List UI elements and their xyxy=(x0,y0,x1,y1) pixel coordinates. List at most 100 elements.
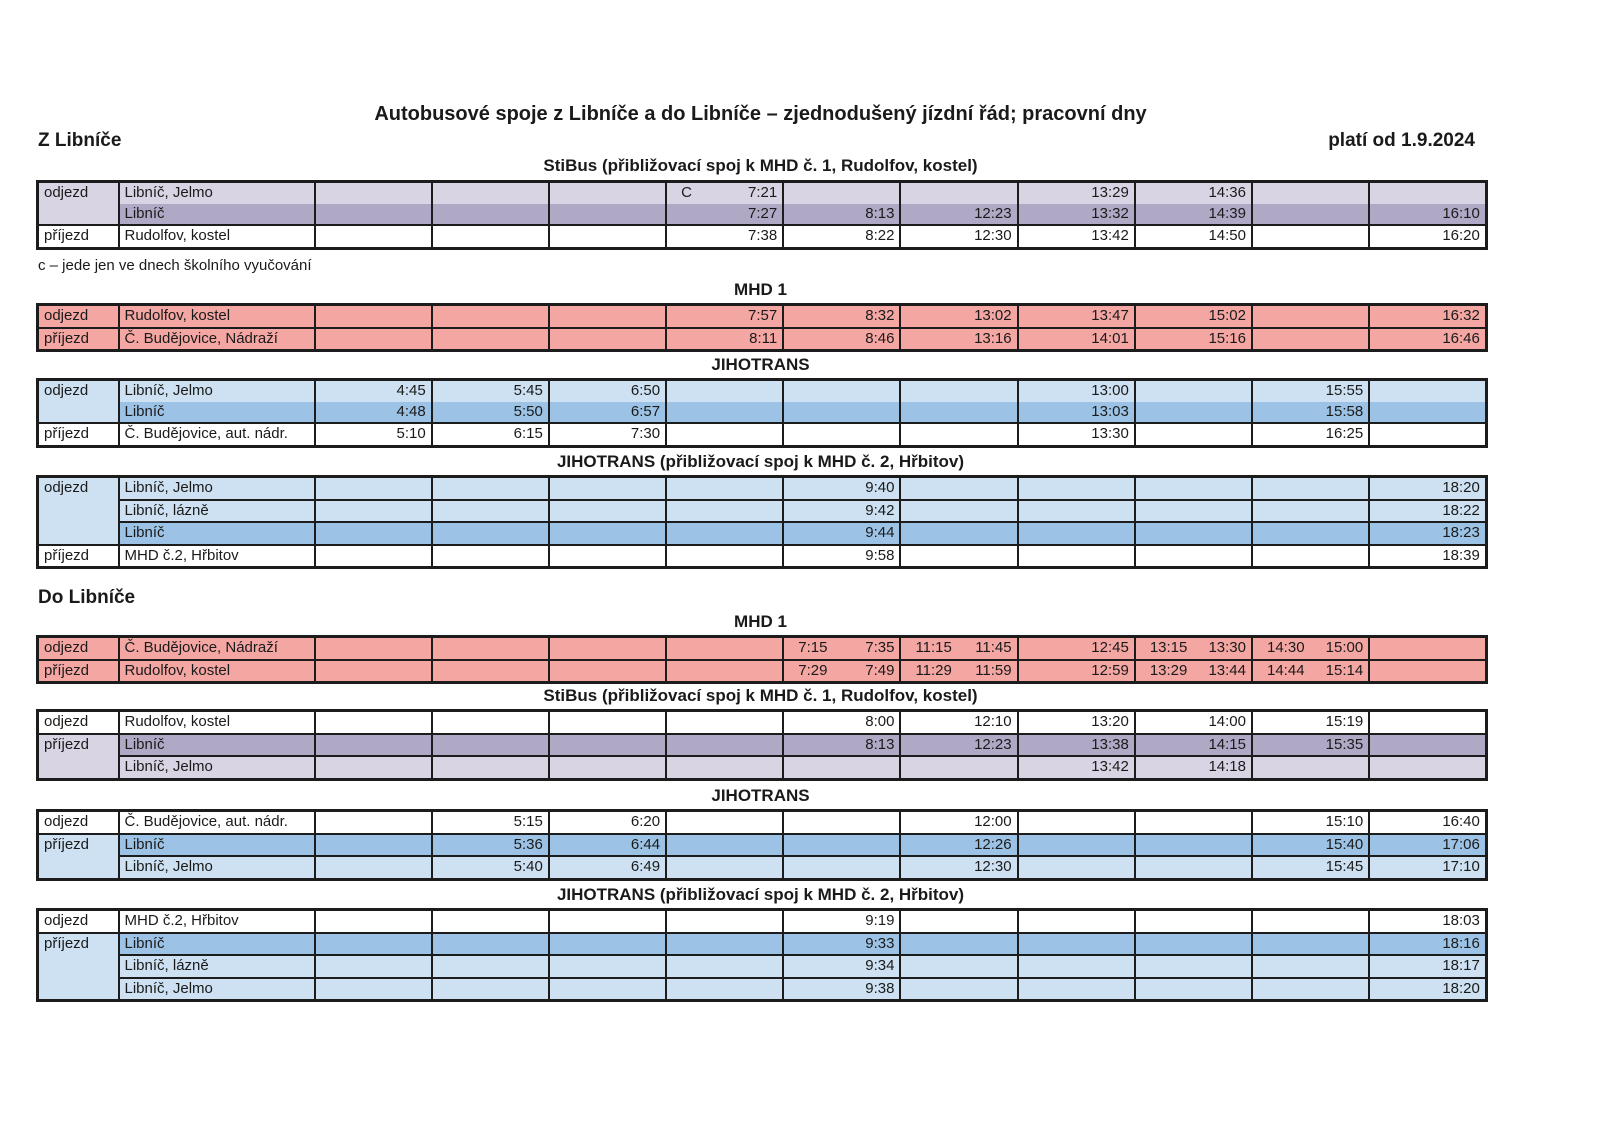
empty-cell xyxy=(1250,755,1371,780)
time-value: 7:15 xyxy=(798,639,828,656)
footnote-school-days: c – jede jen ve dnech školního vyučování xyxy=(38,257,312,274)
table-row: odjezd Č. Budějovice, aut. nádr. 5:15 6:20 1… xyxy=(36,809,1488,835)
time-cell: 6:50 xyxy=(547,378,668,402)
empty-cell xyxy=(1016,498,1136,523)
empty-cell xyxy=(313,976,433,1002)
time-cell: 9:58 xyxy=(782,543,902,569)
empty-cell xyxy=(547,203,668,226)
empty-cell xyxy=(899,498,1019,523)
empty-cell xyxy=(1133,521,1254,546)
empty-cell xyxy=(313,303,433,329)
stop-cell: Libníč xyxy=(117,401,316,424)
time-cell: 18:20 xyxy=(1368,976,1488,1002)
label-cell-odjezd: odjezd xyxy=(36,180,120,226)
table-stibus-do-libnice: odjezd Rudolfov, kostel 8:00 12:10 13:20 14:0… xyxy=(36,709,1488,781)
time-cell: 5:10 xyxy=(313,422,433,447)
time-cell: 14:30 15:00 xyxy=(1250,635,1371,661)
time-cell: 15:02 xyxy=(1133,303,1254,329)
time-cell: 11:15 11:45 xyxy=(899,635,1019,661)
table-row: odjezd MHD č.2, Hřbitov 9:19 18:03 xyxy=(36,908,1488,934)
time-cell: 14:44 15:14 xyxy=(1250,658,1371,684)
empty-cell xyxy=(430,931,550,956)
table-row: příjezd Rudolfov, kostel 7:29 7:49 11:29 11:5… xyxy=(36,658,1488,684)
time-cell: 16:32 xyxy=(1368,303,1488,329)
time-cell: 6:15 xyxy=(430,422,550,447)
time-cell: 6:57 xyxy=(547,401,668,424)
empty-cell xyxy=(313,203,433,226)
label-cell-odjezd: odjezd xyxy=(36,303,120,329)
page-title: Autobusové spoje z Libníče a do Libníče … xyxy=(374,103,1147,125)
empty-cell xyxy=(313,635,433,661)
stop-cell: Libníč, Jelmo xyxy=(117,855,316,880)
time-cell: 8:32 xyxy=(782,303,902,329)
empty-cell xyxy=(1250,954,1371,979)
empty-cell xyxy=(782,422,902,447)
time-cell: 13:47 xyxy=(1016,303,1136,329)
table-row: Libníč, lázně 9:42 18:22 xyxy=(38,498,1488,523)
time-cell: 13:16 xyxy=(899,326,1019,352)
time-cell: 14:39 xyxy=(1133,203,1254,226)
stop-cell: Libníč, Jelmo xyxy=(117,180,316,204)
time-cell: 5:45 xyxy=(430,378,550,402)
time-cell: 18:17 xyxy=(1368,954,1488,979)
table-row: příjezd Rudolfov, kostel 7:38 8:22 12:30 13:4… xyxy=(36,224,1488,249)
table-jihotrans-pribl-do-libnice: odjezd MHD č.2, Hřbitov 9:19 18:03 příjezd Li… xyxy=(36,908,1488,1002)
empty-cell xyxy=(899,475,1019,501)
time-cell: 18:03 xyxy=(1368,908,1488,934)
empty-cell xyxy=(1016,543,1136,569)
table-row: odjezd Libníč, Jelmo C 7:21 13:29 14:36 xyxy=(36,180,1488,226)
empty-cell xyxy=(1368,401,1488,424)
empty-cell xyxy=(1016,954,1136,979)
section-heading-stibus-z-libnice: StiBus (přibližovací spoj k MHD č. 1, Ru… xyxy=(543,156,978,175)
time-cell: C 7:21 xyxy=(665,180,785,204)
table-row: odjezd Rudolfov, kostel 7:57 8:32 13:02 13:47… xyxy=(36,303,1488,329)
table-row: Libníč 9:44 18:23 xyxy=(38,521,1488,546)
time-cell: 9:40 xyxy=(782,475,902,501)
stop-cell: Č. Budějovice, aut. nádr. xyxy=(117,422,316,447)
time-cell: 8:00 xyxy=(782,709,902,735)
time-cell: 16:10 xyxy=(1368,203,1488,226)
empty-cell xyxy=(665,832,785,857)
empty-cell xyxy=(1368,635,1488,661)
empty-cell xyxy=(430,521,550,546)
empty-cell xyxy=(1133,976,1254,1002)
empty-cell xyxy=(430,326,550,352)
empty-cell xyxy=(430,498,550,523)
label-cell-odjezd: odjezd xyxy=(36,378,120,424)
table-row: odjezd Libníč, Jelmo 4:45 5:45 6:50 13:00 15:5… xyxy=(36,378,1488,424)
empty-cell xyxy=(665,378,785,402)
table-row: příjezd Libníč 8:13 12:23 13:38 14:15 15:35 xyxy=(36,732,1488,780)
empty-cell xyxy=(1133,401,1254,424)
empty-cell xyxy=(547,180,668,204)
empty-cell xyxy=(313,908,433,934)
stop-cell: Č. Budějovice, aut. nádr. xyxy=(117,809,316,835)
empty-cell xyxy=(782,180,902,204)
label-cell-příjezd: příjezd xyxy=(36,732,120,780)
time-cell: 7:30 xyxy=(547,422,668,447)
label-cell-odjezd: odjezd xyxy=(36,709,120,735)
empty-cell xyxy=(1016,832,1136,857)
stop-cell: Libníč xyxy=(117,521,316,546)
time-cell: 15:16 xyxy=(1133,326,1254,352)
stop-cell: Č. Budějovice, Nádraží xyxy=(117,326,316,352)
empty-cell xyxy=(665,498,785,523)
time-value: 11:29 xyxy=(915,661,952,679)
empty-cell xyxy=(430,755,550,780)
table-mhd1-do-libnice: odjezd Č. Budějovice, Nádraží 7:15 7:35 11:1… xyxy=(36,635,1488,684)
empty-cell xyxy=(665,521,785,546)
time-cell: 8:11 xyxy=(665,326,785,352)
label-cell-příjezd: příjezd xyxy=(36,543,120,569)
empty-cell xyxy=(547,303,668,329)
time-cell: 18:23 xyxy=(1368,521,1488,546)
label-cell-příjezd: příjezd xyxy=(36,326,120,352)
time-cell: 16:40 xyxy=(1368,809,1488,835)
time-value: 14:30 xyxy=(1267,639,1305,656)
section-heading-jihotrans-z-libnice: JIHOTRANS xyxy=(711,355,810,374)
time-cell: 14:01 xyxy=(1016,326,1136,352)
empty-cell xyxy=(547,224,668,249)
empty-cell xyxy=(430,203,550,226)
time-cell: 5:36 xyxy=(430,832,550,857)
empty-cell xyxy=(1016,908,1136,934)
table-stibus-z-libnice: odjezd Libníč, Jelmo C 7:21 13:29 14:36 Libníč… xyxy=(36,180,1488,250)
